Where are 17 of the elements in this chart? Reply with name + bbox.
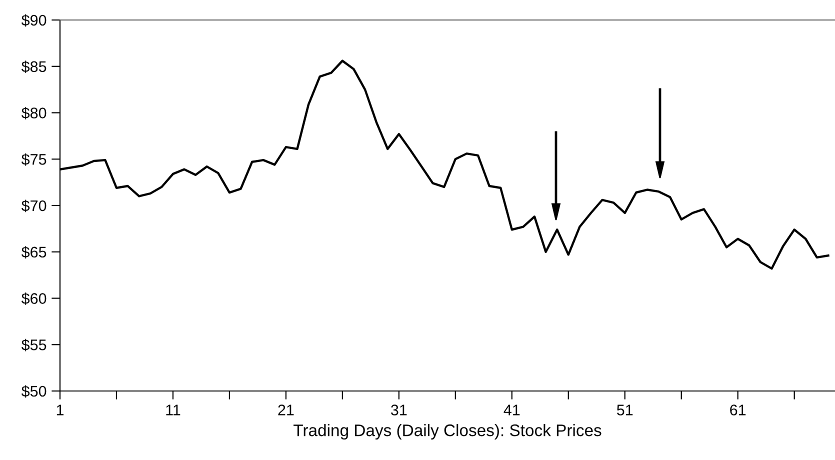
x-tick-label: 1 (56, 404, 64, 416)
x-axis-title: Trading Days (Daily Closes): Stock Prices (294, 424, 602, 440)
x-tick-label: 31 (391, 404, 407, 416)
y-tick-label: $75 (21, 153, 46, 166)
y-tick-label: $90 (21, 14, 46, 27)
y-tick-label: $85 (21, 60, 46, 73)
y-tick-label: $50 (21, 385, 46, 398)
y-tick-label: $65 (21, 246, 46, 258)
x-tick-label: 41 (504, 404, 520, 416)
x-tick-label: 11 (166, 404, 180, 416)
y-tick-label: $55 (21, 338, 46, 352)
x-tick-label: 21 (278, 404, 294, 416)
x-tick-label: 51 (616, 404, 633, 416)
y-tick-label: $70 (21, 200, 46, 212)
y-tick-label: $80 (21, 106, 46, 120)
y-tick-label: $60 (21, 292, 46, 305)
x-tick-label: 61 (730, 404, 746, 416)
